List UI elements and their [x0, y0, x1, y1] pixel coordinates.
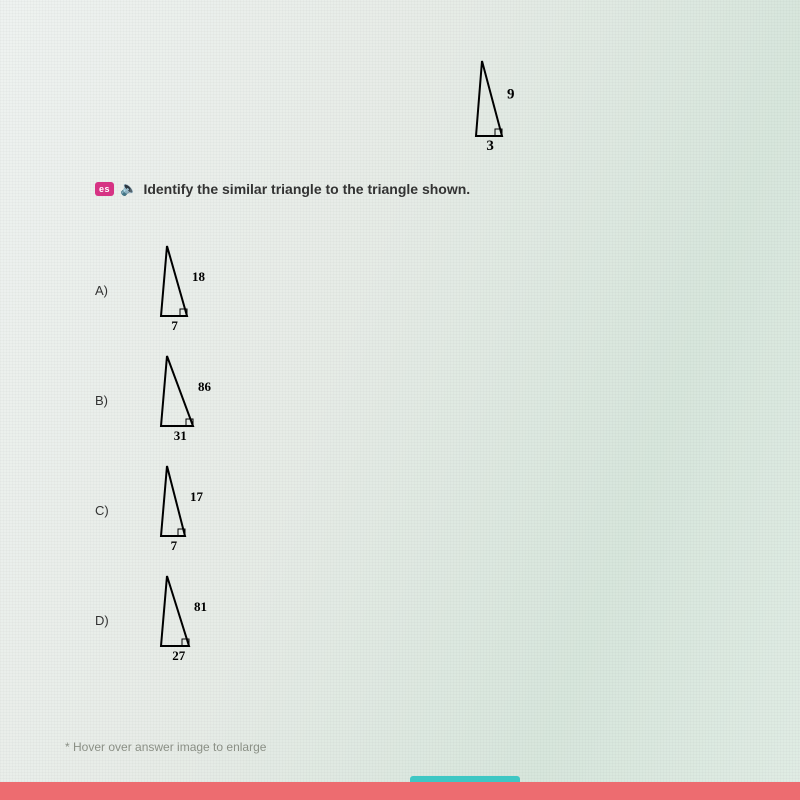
answer-option[interactable]: C) 17 7	[95, 460, 229, 560]
audio-icon[interactable]: 🔈	[120, 180, 137, 197]
option-letter: D)	[95, 613, 155, 628]
option-triangle[interactable]: 18 7	[155, 240, 231, 340]
option-letter: A)	[95, 283, 155, 298]
answer-option[interactable]: D) 81 27	[95, 570, 233, 670]
answer-option[interactable]: B) 86 31	[95, 350, 237, 450]
svg-text:31: 31	[174, 428, 187, 443]
question-text: Identify the similar triangle to the tri…	[143, 181, 470, 197]
question-row: es 🔈 Identify the similar triangle to th…	[95, 180, 470, 197]
svg-text:9: 9	[507, 87, 515, 103]
svg-text:3: 3	[486, 138, 494, 154]
reference-triangle: 93	[470, 55, 546, 160]
svg-text:17: 17	[190, 489, 204, 504]
option-letter: C)	[95, 503, 155, 518]
option-triangle[interactable]: 81 27	[155, 570, 233, 670]
answer-option[interactable]: A) 18 7	[95, 240, 231, 340]
svg-text:18: 18	[192, 269, 206, 284]
footnote-text: * Hover over answer image to enlarge	[65, 740, 266, 754]
svg-text:7: 7	[171, 538, 178, 553]
svg-text:86: 86	[198, 379, 212, 394]
option-triangle[interactable]: 17 7	[155, 460, 229, 560]
svg-text:27: 27	[172, 648, 186, 663]
option-triangle[interactable]: 86 31	[155, 350, 237, 450]
es-badge[interactable]: es	[95, 182, 114, 196]
option-letter: B)	[95, 393, 155, 408]
svg-text:81: 81	[194, 599, 207, 614]
bottom-bar	[0, 782, 800, 800]
svg-text:7: 7	[171, 318, 178, 333]
